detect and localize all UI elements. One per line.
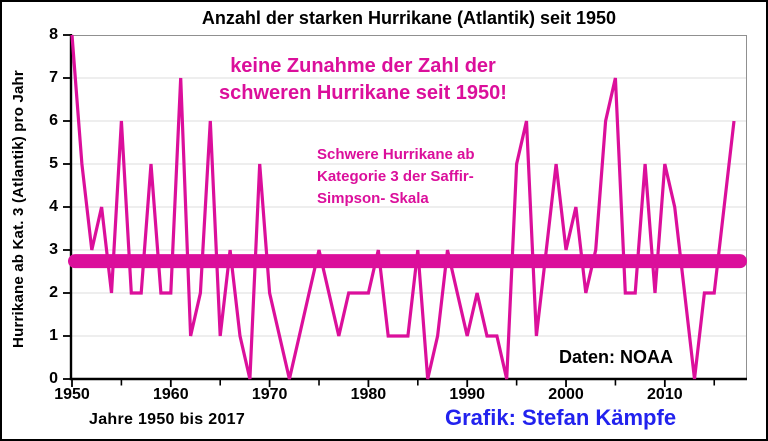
annotation-category-line2: Kategorie 3 der Saffir- (317, 168, 474, 185)
annotation-category-line3: Simpson- Skala (317, 190, 429, 207)
annotation-no-increase-line1: keine Zunahme der Zahl der (230, 55, 496, 77)
y-tick-label: 8 (49, 26, 58, 43)
annotation-category-line1: Schwere Hurrikane ab (317, 146, 475, 163)
x-tick-label: 1990 (449, 386, 486, 403)
y-tick-label: 7 (49, 69, 58, 86)
credit-label: Grafik: Stefan Kämpfe (445, 405, 677, 430)
y-tick-label: 2 (49, 284, 58, 301)
x-tick-label: 1960 (153, 386, 189, 403)
annotation-category-note: Schwere Hurrikane ab Kategorie 3 der Saf… (317, 144, 475, 210)
data-source-label: Daten: NOAA (559, 347, 674, 367)
y-tick-label: 0 (49, 370, 58, 387)
x-tick-label: 2010 (647, 386, 683, 403)
y-tick-label: 3 (49, 241, 58, 258)
x-tick-label: 1970 (251, 386, 288, 403)
y-tick-label: 6 (49, 112, 58, 129)
annotation-no-increase-line2: schweren Hurrikane seit 1950! (219, 82, 507, 104)
x-tick-label: 1980 (350, 386, 387, 403)
chart-title: Anzahl der starken Hurrikane (Atlantik) … (201, 8, 617, 28)
x-axis-caption: Jahre 1950 bis 2017 (89, 411, 246, 428)
annotation-no-increase: keine Zunahme der Zahl der schweren Hurr… (208, 53, 518, 107)
y-tick-label: 1 (49, 327, 58, 344)
y-tick-label: 5 (49, 155, 58, 172)
x-tick-label: 2000 (548, 386, 584, 403)
hurricane-count-line (70, 34, 736, 380)
x-tick-label: 1950 (54, 386, 90, 403)
y-tick-label: 4 (49, 198, 58, 215)
